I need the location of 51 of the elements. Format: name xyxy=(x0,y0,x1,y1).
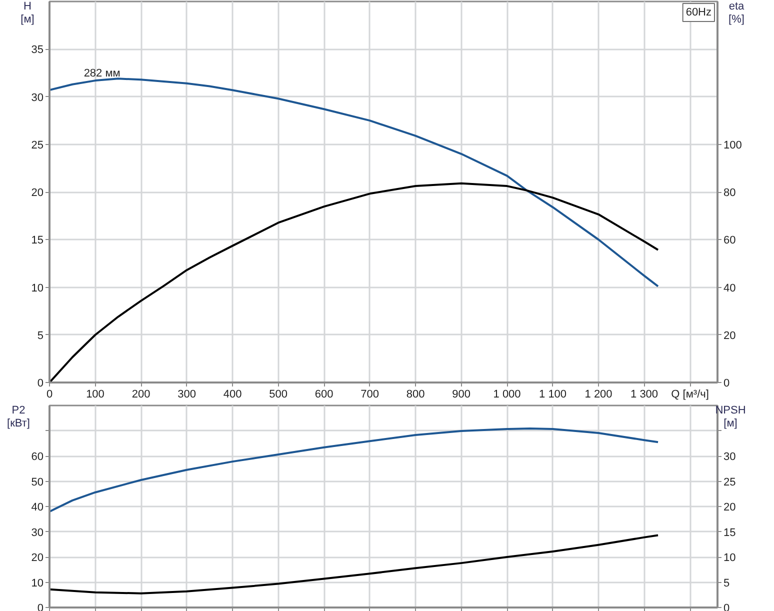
x-tick-label: 400 xyxy=(223,388,242,400)
y-tick-label: 5 xyxy=(37,330,44,342)
x-tick-label: 200 xyxy=(132,388,150,400)
y-tick-label: 50 xyxy=(31,476,44,488)
y2-tick-label: 20 xyxy=(724,502,736,514)
x-tick-label: 500 xyxy=(269,388,288,400)
x-tick-label: 1 300 xyxy=(630,388,658,400)
y2-tick-label: 5 xyxy=(724,577,730,590)
x-tick-label: Q [м³/ч] xyxy=(671,388,709,400)
x-tick-label: 0 xyxy=(46,388,53,400)
x-tick-label: 100 xyxy=(86,388,104,400)
y-tick-label: 20 xyxy=(31,187,44,199)
y-tick-label: 10 xyxy=(31,282,44,294)
y-tick-label: 15 xyxy=(31,234,44,247)
y2-tick-label: 20 xyxy=(724,330,736,342)
y2-tick-label: 60 xyxy=(724,234,736,247)
y2-tick-label: 0 xyxy=(724,378,730,390)
y-tick-label: 0 xyxy=(37,378,44,390)
x-tick-label: 1 000 xyxy=(493,388,521,400)
line-series xyxy=(50,427,660,513)
y-tick-label: 60 xyxy=(31,451,44,463)
line-series xyxy=(50,182,660,382)
x-tick-label: 900 xyxy=(452,388,470,400)
y2-tick-label: 10 xyxy=(724,552,736,564)
line-series xyxy=(50,534,660,594)
y-axis-title: H [м] xyxy=(20,0,34,26)
y2-axis-title: eta [%] xyxy=(728,0,746,26)
y-axis-title: P2 [кВт] xyxy=(7,404,30,430)
x-tick-label: 600 xyxy=(314,388,334,400)
y2-tick-label: 80 xyxy=(724,187,736,199)
x-tick-label: 800 xyxy=(406,388,425,400)
x-tick-label: 1 100 xyxy=(539,388,567,400)
y-tick-label: 10 xyxy=(31,577,44,590)
annotation: 60Hz xyxy=(686,6,712,18)
y-tick-label: 40 xyxy=(31,502,44,514)
y-tick-label: 30 xyxy=(31,526,44,539)
y2-tick-label: 40 xyxy=(724,282,736,294)
y2-tick-label: 15 xyxy=(724,526,736,539)
y-tick-label: 25 xyxy=(31,139,44,152)
x-tick-label: 1 200 xyxy=(584,388,612,400)
x-tick-label: 700 xyxy=(360,388,379,400)
x-tick-label: 300 xyxy=(178,388,196,400)
y2-tick-label: 30 xyxy=(724,451,736,463)
y-tick-label: 35 xyxy=(31,44,44,56)
y2-axis-title: NPSH [м] xyxy=(715,404,746,430)
y2-tick-label: 100 xyxy=(724,139,742,152)
y2-tick-label: 25 xyxy=(724,476,736,488)
line-series xyxy=(50,78,660,288)
y-tick-label: 20 xyxy=(31,552,44,564)
y-tick-label: 30 xyxy=(31,92,44,104)
annotation: 282 мм xyxy=(84,68,120,80)
